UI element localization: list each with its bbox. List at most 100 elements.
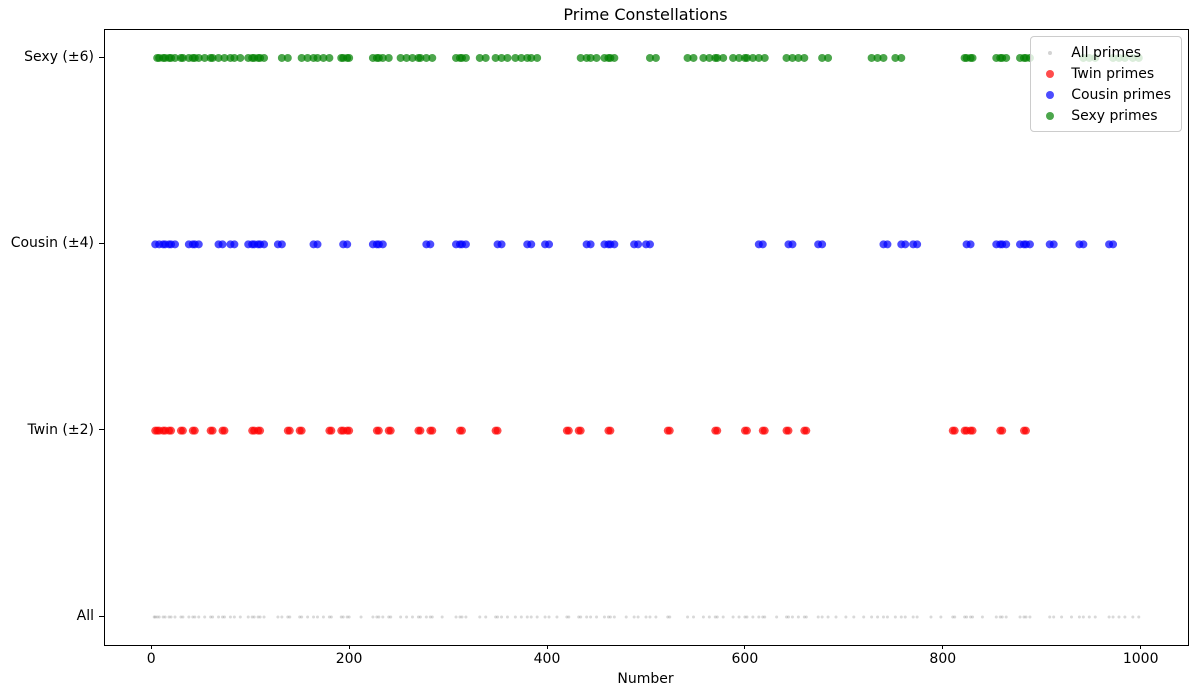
dot-all-prime — [389, 615, 393, 619]
dot-all-prime — [381, 615, 385, 619]
dot-sexy-prime — [800, 53, 809, 62]
dot-sexy-prime — [297, 53, 306, 62]
dot-sexy-prime — [748, 53, 757, 62]
dot-twin-prime — [665, 426, 674, 435]
dot-all-prime — [181, 615, 185, 619]
legend-item-sexy-primes: Sexy primes — [1037, 105, 1171, 126]
dot-twin-prime — [742, 426, 751, 435]
dot-all-prime — [246, 615, 250, 619]
dot-sexy-prime — [527, 53, 536, 62]
dot-sexy-prime — [719, 53, 728, 62]
dot-sexy-prime — [968, 53, 977, 62]
dot-all-prime — [1022, 615, 1026, 619]
x-tick-mark — [150, 645, 152, 649]
dot-sexy-prime — [742, 53, 751, 62]
dot-all-prime — [757, 615, 761, 619]
dot-sexy-prime — [481, 53, 490, 62]
dot-sexy-prime — [214, 53, 223, 62]
dot-all-prime — [256, 615, 260, 619]
dot-cousin-prime — [634, 240, 643, 249]
dot-all-prime — [786, 615, 790, 619]
dot-cousin-prime — [1002, 240, 1011, 249]
legend-item-all-primes: All primes — [1037, 42, 1171, 63]
dot-sexy-prime — [497, 53, 506, 62]
dot-sexy-prime — [194, 53, 203, 62]
dot-all-prime — [589, 615, 593, 619]
dot-all-prime — [1052, 615, 1056, 619]
dot-sexy-prime — [867, 53, 876, 62]
dot-sexy-prime — [303, 53, 312, 62]
y-tick-label-all: All — [76, 608, 94, 624]
dot-all-prime — [428, 615, 432, 619]
dot-sexy-prime — [760, 53, 769, 62]
dot-cousin-prime — [901, 240, 910, 249]
dot-cousin-prime — [545, 240, 554, 249]
dot-all-prime — [701, 615, 705, 619]
dot-all-prime — [939, 615, 943, 619]
dot-sexy-prime — [230, 53, 239, 62]
dot-sexy-prime — [475, 53, 484, 62]
x-tick-mark — [942, 645, 944, 649]
dot-all-prime — [163, 615, 167, 619]
dot-all-prime — [1018, 615, 1022, 619]
dot-twin-prime — [256, 426, 265, 435]
dot-twin-prime — [345, 426, 354, 435]
legend-label: Sexy primes — [1071, 107, 1158, 124]
x-tick-label: 0 — [146, 651, 156, 667]
dot-all-prime — [193, 615, 197, 619]
dot-all-prime — [885, 615, 889, 619]
dot-all-prime — [602, 615, 606, 619]
dot-cousin-prime — [1079, 240, 1088, 249]
dot-all-prime — [1081, 615, 1085, 619]
dot-sexy-prime — [891, 53, 900, 62]
dot-sexy-prime — [220, 53, 229, 62]
dot-all-prime — [721, 615, 725, 619]
dot-sexy-prime — [586, 53, 595, 62]
dot-sexy-prime — [645, 53, 654, 62]
dot-sexy-prime — [818, 53, 827, 62]
dot-sexy-prime — [283, 53, 292, 62]
dot-sexy-prime — [277, 53, 286, 62]
dot-twin-prime — [784, 426, 793, 435]
y-tick-label-sexy: Sexy (±6) — [24, 49, 94, 65]
dot-all-prime — [359, 615, 363, 619]
dot-sexy-prime — [178, 53, 187, 62]
dot-all-prime — [606, 615, 610, 619]
dot-sexy-prime — [428, 53, 437, 62]
dot-all-prime — [339, 615, 343, 619]
dot-all-prime — [312, 615, 316, 619]
y-tick-mark — [99, 56, 104, 58]
dot-all-prime — [222, 615, 226, 619]
dot-all-prime — [377, 615, 381, 619]
dot-all-prime — [280, 615, 284, 619]
dot-all-prime — [161, 615, 165, 619]
dot-cousin-prime — [966, 240, 975, 249]
dot-all-prime — [636, 615, 640, 619]
dot-sexy-prime — [683, 53, 692, 62]
y-tick-mark — [99, 429, 104, 431]
dot-sexy-prime — [422, 53, 431, 62]
dot-sexy-prime — [503, 53, 512, 62]
dot-sexy-prime — [408, 53, 417, 62]
dot-sexy-prime — [651, 53, 660, 62]
dot-all-prime — [191, 615, 195, 619]
legend-item-cousin-primes: Cousin primes — [1037, 84, 1171, 105]
dot-twin-prime — [802, 426, 811, 435]
dot-twin-prime — [190, 426, 199, 435]
legend-label: All primes — [1071, 44, 1142, 61]
dot-twin-prime — [327, 426, 336, 435]
dot-all-prime — [1024, 615, 1028, 619]
dot-all-prime — [862, 615, 866, 619]
cousin-primes-marker-icon — [1046, 90, 1055, 99]
dot-all-prime — [820, 615, 824, 619]
dot-all-prime — [306, 615, 310, 619]
dot-cousin-prime — [788, 240, 797, 249]
dot-all-prime — [543, 615, 547, 619]
dot-cousin-prime — [218, 240, 227, 249]
x-tick-label: 600 — [731, 651, 759, 667]
twin-primes-marker-icon — [1046, 69, 1055, 78]
dot-all-prime — [500, 615, 504, 619]
x-tick-label: 1000 — [1122, 651, 1159, 667]
dot-all-prime — [1004, 615, 1008, 619]
dot-all-prime — [276, 615, 280, 619]
